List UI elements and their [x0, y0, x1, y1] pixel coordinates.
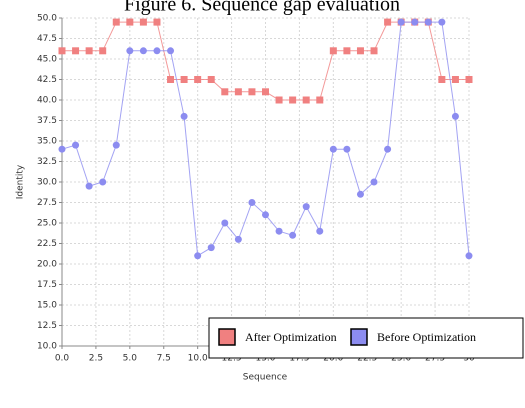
y-tick-label: 45.0 [37, 55, 57, 65]
x-tick-label: 2.5 [89, 354, 103, 364]
y-tick-label: 22.5 [37, 239, 57, 249]
y-tick-label: 35.0 [37, 137, 57, 147]
point [248, 199, 256, 206]
x-tick-label: 10.0 [188, 354, 208, 364]
point [384, 18, 392, 26]
y-tick-label: 12.5 [37, 321, 57, 331]
point [289, 231, 297, 239]
point [207, 244, 215, 252]
y-tick-label: 15.0 [37, 301, 57, 311]
point [112, 18, 120, 26]
point [370, 47, 378, 55]
point [234, 235, 242, 243]
point [167, 76, 175, 83]
point [194, 252, 202, 260]
point [139, 18, 147, 26]
chart-title: Figure 6. Sequence gap evaluation [124, 0, 400, 16]
point [316, 96, 324, 104]
legend-label: Before Optimization [377, 330, 476, 344]
point [356, 190, 364, 198]
point [72, 141, 80, 149]
point [451, 76, 459, 83]
point [370, 178, 378, 186]
point [248, 88, 256, 96]
point [153, 18, 161, 26]
point [221, 88, 229, 96]
y-tick-label: 50.0 [37, 14, 57, 24]
point [194, 76, 202, 83]
point [126, 18, 134, 26]
point [99, 47, 107, 55]
point [99, 178, 107, 186]
legend-label: After Optimization [245, 330, 337, 344]
y-tick-label: 47.5 [37, 34, 57, 44]
point [411, 18, 419, 26]
y-tick-label: 42.5 [37, 75, 57, 85]
y-tick-label: 17.5 [37, 280, 57, 290]
point [302, 203, 310, 211]
point [343, 145, 351, 153]
y-tick-label: 37.5 [37, 116, 57, 126]
point [397, 18, 405, 26]
point [180, 76, 188, 83]
point [262, 211, 269, 219]
point [112, 141, 120, 149]
point [302, 96, 310, 104]
y-tick-label: 10.0 [37, 342, 57, 352]
y-tick-label: 20.0 [37, 260, 57, 270]
point [234, 88, 242, 96]
point [72, 47, 80, 55]
point [356, 47, 364, 55]
point [126, 47, 134, 55]
point [329, 145, 337, 153]
point [329, 47, 337, 55]
point [262, 88, 269, 96]
point [139, 47, 147, 55]
y-tick-label: 27.5 [37, 198, 57, 208]
point [384, 145, 392, 153]
point [221, 219, 229, 227]
point [465, 76, 473, 83]
point [438, 76, 446, 83]
point [451, 112, 459, 120]
y-axis-label: Identity [16, 164, 26, 199]
point [343, 47, 351, 55]
x-tick-label: 5.0 [123, 354, 138, 364]
point [85, 182, 93, 190]
point [275, 227, 283, 235]
point [58, 47, 66, 55]
point [153, 47, 161, 55]
y-tick-label: 30.0 [37, 178, 57, 188]
point [424, 18, 432, 26]
x-axis-label: Sequence [243, 373, 288, 383]
y-tick-label: 40.0 [37, 96, 57, 106]
point [167, 47, 175, 55]
point [275, 96, 283, 104]
point [465, 252, 473, 260]
point [58, 145, 66, 153]
point [438, 18, 446, 26]
point [316, 227, 324, 235]
x-tick-label: 0.0 [55, 354, 70, 364]
point [85, 47, 93, 55]
x-tick-label: 7.5 [157, 354, 171, 364]
legend-swatch [350, 328, 368, 346]
point [180, 112, 188, 120]
y-tick-label: 32.5 [37, 157, 57, 167]
point [207, 76, 215, 83]
y-tick-label: 25.0 [37, 219, 57, 229]
point [289, 96, 297, 104]
legend-swatch [218, 328, 236, 346]
